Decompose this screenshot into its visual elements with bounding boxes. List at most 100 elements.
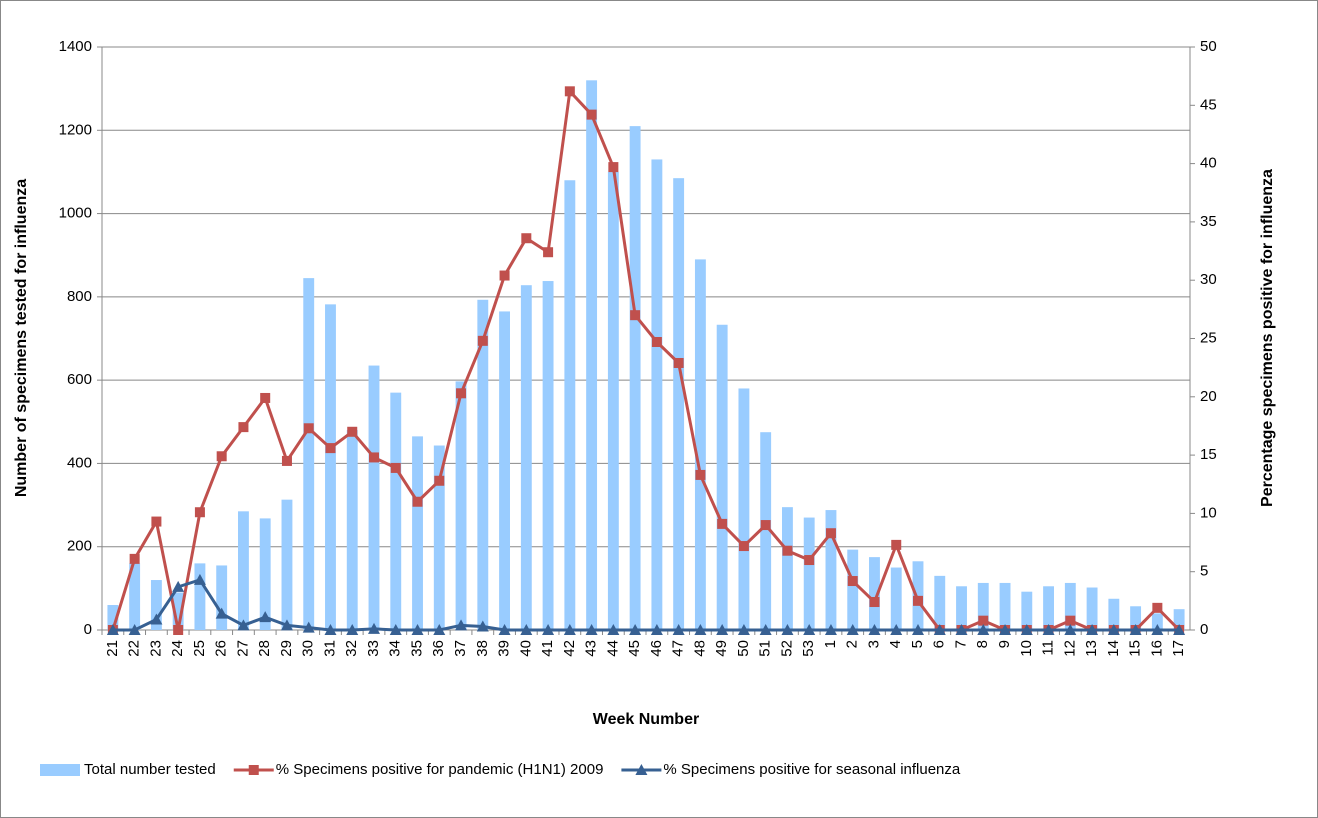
bar <box>1043 586 1054 630</box>
marker <box>477 335 488 346</box>
marker <box>455 619 468 631</box>
y2-tick-label: 35 <box>1200 213 1217 230</box>
legend-label: Total number tested <box>84 761 216 778</box>
legend-label: % Specimens positive for pandemic (H1N1)… <box>276 761 604 778</box>
marker <box>585 624 598 635</box>
marker <box>651 336 662 347</box>
bar <box>847 549 859 630</box>
marker <box>891 539 902 550</box>
x-tick-label: 53 <box>800 640 817 657</box>
marker <box>869 597 880 608</box>
bar <box>890 567 902 630</box>
marker <box>586 109 597 120</box>
y2-tick-label: 30 <box>1200 271 1217 288</box>
bar <box>1064 582 1076 630</box>
marker <box>173 625 184 635</box>
marker <box>738 541 749 552</box>
x-tick-label: 40 <box>517 640 534 657</box>
bar <box>1130 606 1142 630</box>
y2-tick-label: 10 <box>1200 504 1217 521</box>
bar <box>803 517 815 630</box>
bar <box>150 580 162 630</box>
x-tick-label: 43 <box>583 640 600 657</box>
marker <box>564 86 575 97</box>
bar <box>825 510 837 630</box>
x-tick-label: 24 <box>169 640 186 657</box>
x-tick-label: 51 <box>757 640 774 657</box>
bar <box>760 432 772 630</box>
bar <box>1151 613 1163 630</box>
marker <box>890 624 903 635</box>
marker <box>215 607 228 619</box>
y-tick-label: 600 <box>67 371 92 388</box>
marker <box>281 455 292 466</box>
x-tick-label: 46 <box>648 640 665 657</box>
bar <box>216 565 228 630</box>
bar <box>912 561 924 630</box>
marker <box>673 357 684 368</box>
x-tick-label: 41 <box>539 640 556 657</box>
x-tick-label: 23 <box>147 640 164 657</box>
x-tick-label: 38 <box>474 640 491 657</box>
marker <box>543 247 554 258</box>
y-tick-label: 1000 <box>59 205 92 222</box>
marker <box>650 624 663 635</box>
marker <box>260 392 271 403</box>
marker <box>368 622 380 634</box>
x-tick-label: 3 <box>865 640 882 648</box>
x-tick-label: 37 <box>452 640 469 657</box>
x-tick-label: 39 <box>496 640 513 657</box>
x-tick-label: 47 <box>670 640 687 657</box>
x-tick-label: 15 <box>1127 640 1144 657</box>
bar <box>673 178 685 631</box>
bar <box>477 299 489 630</box>
marker <box>499 270 510 281</box>
y2-tick-label: 50 <box>1200 38 1217 55</box>
bar <box>390 392 402 630</box>
bar <box>586 80 598 631</box>
marker <box>695 469 706 480</box>
marker <box>825 528 836 539</box>
marker <box>369 452 379 463</box>
marker <box>456 388 467 399</box>
y-tick-label: 1200 <box>59 121 92 138</box>
x-tick-label: 52 <box>778 640 795 657</box>
marker <box>781 624 794 635</box>
bar <box>412 436 423 630</box>
x-tick-label: 45 <box>626 640 643 657</box>
y2-tick-label: 45 <box>1200 96 1217 113</box>
marker <box>847 576 858 587</box>
bar <box>716 324 728 630</box>
x-tick-label: 31 <box>321 640 338 657</box>
marker <box>411 624 424 635</box>
bar <box>629 126 641 630</box>
x-tick-label: 17 <box>1170 640 1187 657</box>
legend-marker <box>248 765 259 775</box>
bar <box>303 278 315 630</box>
legend-marker <box>635 764 648 775</box>
marker <box>1152 602 1163 613</box>
marker <box>542 624 555 635</box>
marker <box>1129 624 1142 635</box>
marker <box>1020 624 1033 635</box>
marker <box>804 555 815 566</box>
bar <box>651 159 663 630</box>
marker <box>193 573 206 585</box>
marker <box>824 624 837 635</box>
x-tick-label: 12 <box>1061 640 1078 657</box>
marker <box>347 426 358 437</box>
bar <box>1086 587 1098 630</box>
marker <box>280 619 293 631</box>
legend-swatch <box>40 764 80 776</box>
x-tick-label: 48 <box>691 640 708 657</box>
marker <box>1042 624 1055 635</box>
bar <box>259 518 271 630</box>
marker <box>913 595 923 606</box>
marker <box>302 621 315 633</box>
marker <box>1173 624 1186 635</box>
x-tick-label: 9 <box>996 640 1013 648</box>
bar <box>542 281 554 630</box>
bar <box>238 511 249 630</box>
bar <box>1108 598 1120 630</box>
